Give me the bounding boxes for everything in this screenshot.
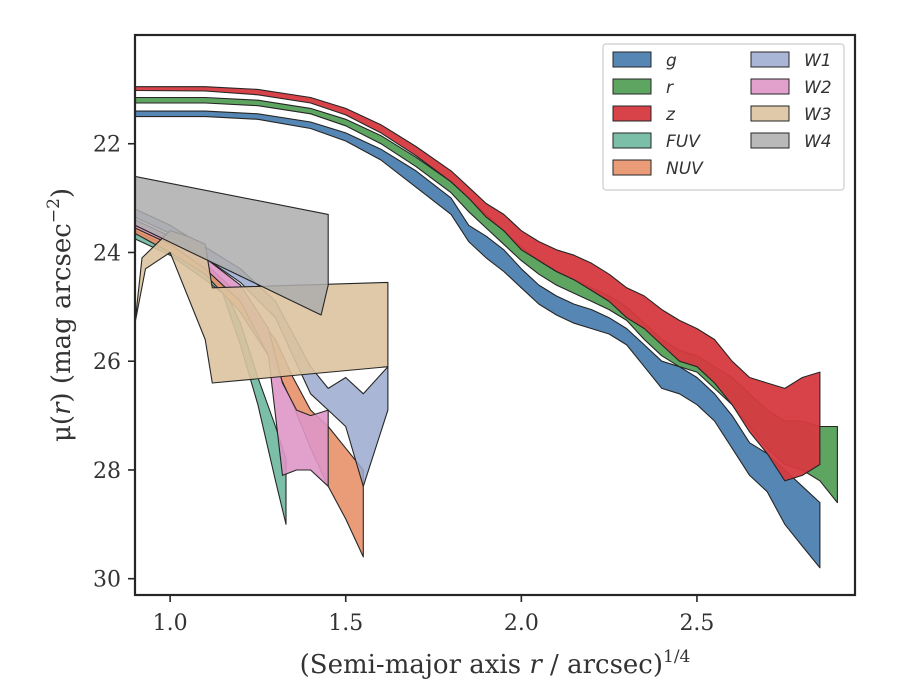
x-axis-label: (Semi-major axis r / arcsec)1/4 bbox=[300, 647, 691, 680]
legend-label: FUV bbox=[666, 132, 701, 152]
legend-item-w3: W3 bbox=[750, 105, 832, 125]
x-axis: 1.0 1.5 2.0 2.5 bbox=[153, 595, 714, 636]
legend-label: W1 bbox=[804, 51, 832, 71]
band-g-profile bbox=[135, 110, 821, 569]
legend-item-nuv: NUV bbox=[612, 159, 704, 179]
legend-label: NUV bbox=[666, 159, 704, 179]
legend-swatch bbox=[612, 78, 652, 95]
legend-item-w1: W1 bbox=[750, 51, 832, 71]
band-w4-profile bbox=[135, 175, 329, 316]
legend-item-fuv: FUV bbox=[612, 132, 701, 152]
legend-item-r: r bbox=[612, 78, 674, 98]
legend-swatch bbox=[612, 51, 652, 68]
legend-label: r bbox=[666, 78, 674, 98]
legend-swatch bbox=[750, 132, 790, 149]
y-axis-label: μ(r) (mag arcsec−2) bbox=[44, 188, 77, 442]
x-tick-label: 2.0 bbox=[504, 611, 539, 636]
legend-swatch bbox=[750, 78, 790, 95]
legend-swatch bbox=[750, 51, 790, 68]
y-tick-label: 28 bbox=[93, 459, 121, 484]
legend-label: z bbox=[665, 105, 676, 125]
legend-item-g: g bbox=[612, 51, 677, 71]
legend-swatch bbox=[750, 105, 790, 122]
legend-label: W4 bbox=[804, 132, 832, 152]
legend-swatch bbox=[612, 105, 652, 122]
x-tick-label: 2.5 bbox=[679, 611, 714, 636]
legend-swatch bbox=[612, 132, 652, 149]
y-tick-label: 22 bbox=[93, 133, 121, 158]
y-axis: 22 24 26 28 30 bbox=[93, 133, 135, 593]
x-tick-label: 1.5 bbox=[328, 611, 363, 636]
legend-label: W2 bbox=[804, 78, 832, 98]
legend-label: g bbox=[666, 51, 677, 71]
x-tick-label: 1.0 bbox=[153, 611, 188, 636]
legend-item-w2: W2 bbox=[750, 78, 832, 98]
legend-item-z: z bbox=[612, 105, 676, 125]
band-z-profile bbox=[135, 86, 821, 482]
legend-swatch bbox=[612, 159, 652, 176]
legend-item-w4: W4 bbox=[750, 132, 832, 152]
band-profiles bbox=[135, 86, 838, 569]
legend-label: W3 bbox=[804, 105, 832, 125]
plot-frame bbox=[133, 33, 857, 597]
y-tick-label: 30 bbox=[93, 568, 121, 593]
y-tick-label: 26 bbox=[93, 350, 121, 375]
legend: grz FUV NUV W1 W2 W3 W4 bbox=[602, 43, 845, 191]
y-tick-label: 24 bbox=[93, 241, 121, 266]
